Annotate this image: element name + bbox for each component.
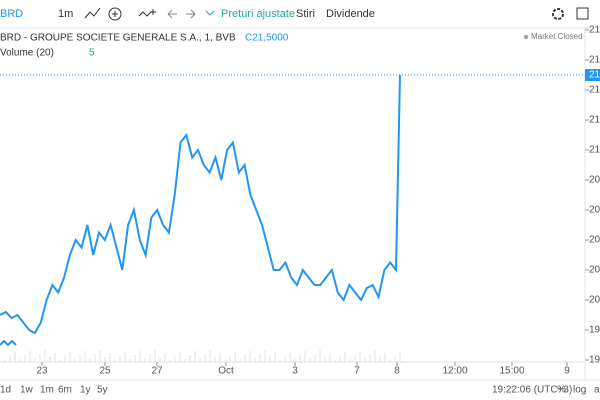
legend-title: BRD - GROUPE SOCIETE GENERALE S.A., 1, B… bbox=[0, 33, 236, 44]
news-button[interactable]: Stiri bbox=[296, 8, 315, 20]
x-tick-label: 7 bbox=[354, 366, 360, 377]
y-tick-label: 20,6 bbox=[589, 205, 600, 216]
auto-toggle[interactable]: au bbox=[594, 385, 600, 396]
legend-close: C21,5000 bbox=[245, 33, 289, 44]
indicator-icon[interactable] bbox=[108, 7, 122, 21]
x-tick-label: 12:00 bbox=[442, 366, 467, 377]
symbol[interactable]: BRD bbox=[0, 8, 23, 20]
price-line bbox=[0, 74, 401, 335]
y-tick-label: 20,4 bbox=[589, 235, 600, 246]
percent-toggle[interactable]: % bbox=[557, 385, 566, 396]
compare-icon[interactable] bbox=[138, 9, 156, 17]
adjusted-icon bbox=[205, 10, 215, 16]
x-tick-label: 15:00 bbox=[499, 366, 524, 377]
x-tick-label: 8 bbox=[394, 366, 400, 377]
log-toggle[interactable]: log bbox=[573, 385, 586, 396]
range-button[interactable]: 1y bbox=[80, 385, 91, 396]
y-tick-label: 20,0 bbox=[589, 295, 600, 306]
clock: 19:22:06 (UTC+3) bbox=[492, 385, 572, 396]
range-button[interactable]: 5y bbox=[97, 385, 108, 396]
volume-toggle-icon[interactable] bbox=[0, 339, 17, 347]
x-tick-label: 23 bbox=[36, 366, 48, 377]
x-tick-label: 25 bbox=[99, 366, 111, 377]
dividends-button[interactable]: Dividende bbox=[326, 8, 375, 20]
toolbar bbox=[0, 0, 600, 28]
y-tick-label: 21,2 bbox=[589, 115, 600, 126]
last-price-box bbox=[585, 69, 600, 81]
undo-icon[interactable] bbox=[167, 9, 177, 19]
last-price-label: 21,5 bbox=[589, 70, 600, 81]
y-tick-label: 21,6 bbox=[589, 55, 600, 66]
range-button[interactable]: 6m bbox=[58, 385, 72, 396]
x-tick-label: 27 bbox=[151, 366, 163, 377]
y-tick-label: 19,6 bbox=[589, 355, 600, 366]
range-button[interactable]: 1m bbox=[40, 385, 54, 396]
x-tick-label: Oct bbox=[218, 366, 234, 377]
chart-style-icon[interactable] bbox=[84, 7, 101, 19]
market-status: Market Closed bbox=[531, 32, 583, 41]
settings-icon[interactable] bbox=[552, 8, 564, 20]
redo-icon[interactable] bbox=[186, 9, 196, 19]
y-tick-label: 20,2 bbox=[589, 265, 600, 276]
adjusted-button[interactable]: Preturi ajustate bbox=[221, 8, 295, 20]
range-button[interactable]: 1d bbox=[0, 385, 11, 396]
status-dot bbox=[524, 35, 528, 39]
x-tick-label: 3 bbox=[292, 366, 298, 377]
y-tick-label: 21,4 bbox=[589, 85, 600, 96]
x-tick-label: 9 bbox=[564, 366, 570, 377]
fullscreen-icon[interactable] bbox=[576, 7, 589, 20]
y-tick-label: 21,8 bbox=[589, 25, 600, 36]
interval[interactable]: 1m bbox=[58, 8, 73, 20]
volume-value: 5 bbox=[89, 48, 95, 59]
indicator-plus bbox=[112, 11, 118, 17]
volume-legend: Volume (20) bbox=[0, 48, 54, 59]
y-tick-label: 21,0 bbox=[589, 145, 600, 156]
range-button[interactable]: 1w bbox=[20, 385, 34, 396]
y-tick-label: 19,8 bbox=[589, 325, 600, 336]
y-tick-label: 20,8 bbox=[589, 175, 600, 186]
